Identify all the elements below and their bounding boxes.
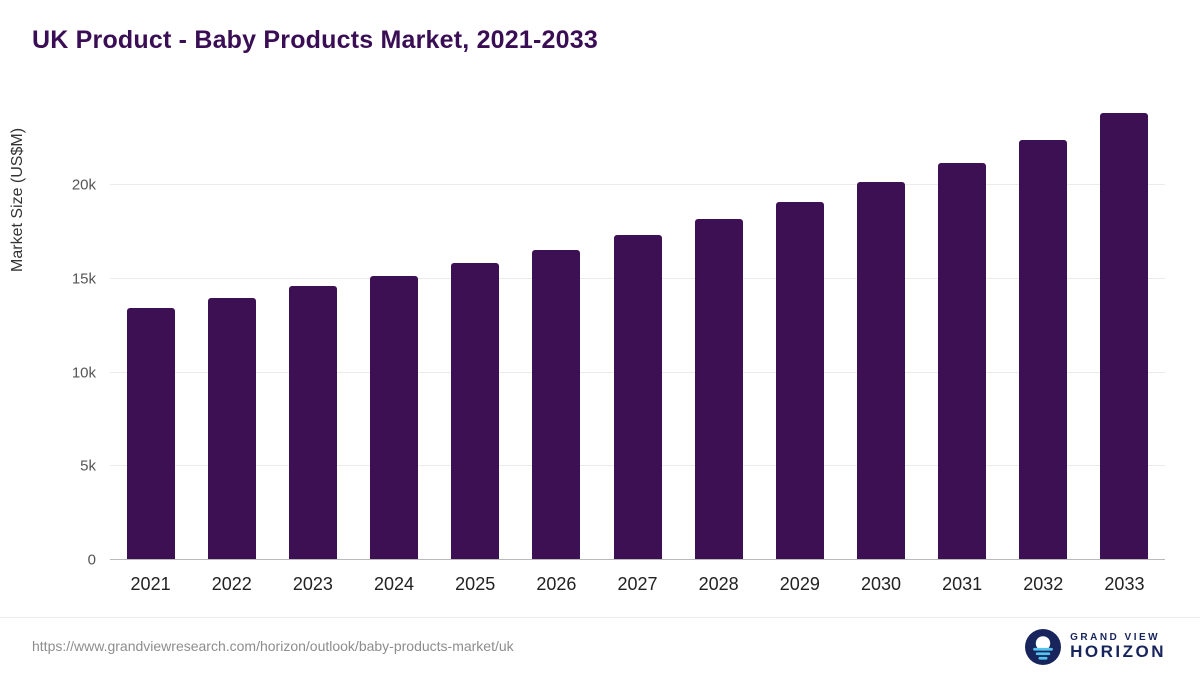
bar-2031[interactable] xyxy=(938,162,987,560)
bar-slot-2030 xyxy=(840,110,921,560)
x-tick-2027: 2027 xyxy=(617,574,658,594)
bar-2023[interactable] xyxy=(288,286,337,560)
bar-slot-2027 xyxy=(597,110,678,560)
bar-2030[interactable] xyxy=(856,182,905,560)
footer: https://www.grandviewresearch.com/horizo… xyxy=(0,617,1200,675)
bar-2032[interactable] xyxy=(1019,140,1068,560)
x-tick-2024: 2024 xyxy=(374,574,415,594)
x-tick-2029: 2029 xyxy=(779,574,820,594)
brand-logo: GRAND VIEW HORIZON xyxy=(1025,629,1166,665)
x-tick-2025: 2025 xyxy=(455,574,496,594)
gridline-20k xyxy=(110,184,1165,185)
bar-slot-2025 xyxy=(435,110,516,560)
bar-slot-2031 xyxy=(922,110,1003,560)
x-tick-2022: 2022 xyxy=(211,574,252,594)
x-tick-2030: 2030 xyxy=(860,574,901,594)
x-axis-labels: 2021 2022 2023 2024 2025 2026 2027 2028 2029 2030… xyxy=(110,574,1165,595)
x-tick-2032: 2032 xyxy=(1023,574,1064,594)
bar-slot-2033 xyxy=(1084,110,1165,560)
bar-2029[interactable] xyxy=(775,201,824,560)
bar-slot-2022 xyxy=(191,110,272,560)
bar-slot-2032 xyxy=(1003,110,1084,560)
y-tick-15k: 15k xyxy=(71,270,96,288)
horizon-logo-icon xyxy=(1025,629,1062,665)
x-tick-2021: 2021 xyxy=(130,574,171,594)
bar-slot-2026 xyxy=(516,110,597,560)
x-tick-2031: 2031 xyxy=(942,574,983,594)
bar-slot-2021 xyxy=(110,110,191,560)
brand-text: GRAND VIEW HORIZON xyxy=(1070,631,1166,662)
y-tick-20k: 20k xyxy=(71,176,96,194)
bar-series xyxy=(110,110,1165,560)
bar-slot-2023 xyxy=(272,110,353,560)
brand-name-bottom: HORIZON xyxy=(1070,642,1166,662)
x-tick-2033: 2033 xyxy=(1104,574,1145,594)
chart-title: UK Product - Baby Products Market, 2021-… xyxy=(32,26,598,54)
bar-2033[interactable] xyxy=(1100,112,1149,560)
y-tick-5k: 5k xyxy=(80,457,96,475)
source-url: https://www.grandviewresearch.com/horizo… xyxy=(32,638,514,654)
bar-2027[interactable] xyxy=(613,234,662,560)
plot-area: 0 5k 10k 15k 20k 2021 2022 2023 2024 2025 2026 202… xyxy=(72,110,1165,594)
bar-slot-2024 xyxy=(353,110,434,560)
brand-name-top: GRAND VIEW xyxy=(1070,631,1161,643)
bar-2024[interactable] xyxy=(370,275,419,560)
x-tick-2026: 2026 xyxy=(536,574,577,594)
bar-2022[interactable] xyxy=(207,297,256,560)
x-tick-2023: 2023 xyxy=(292,574,333,594)
bar-2026[interactable] xyxy=(532,249,581,560)
bar-2021[interactable] xyxy=(126,307,175,560)
y-axis-label: Market Size (US$M) xyxy=(9,127,26,272)
x-tick-2028: 2028 xyxy=(698,574,739,594)
bar-slot-2028 xyxy=(678,110,759,560)
bar-2025[interactable] xyxy=(451,262,500,560)
x-axis-line xyxy=(110,559,1165,560)
bar-slot-2029 xyxy=(759,110,840,560)
y-tick-0: 0 xyxy=(87,551,96,569)
bar-2028[interactable] xyxy=(694,218,743,560)
y-tick-10k: 10k xyxy=(71,364,96,381)
